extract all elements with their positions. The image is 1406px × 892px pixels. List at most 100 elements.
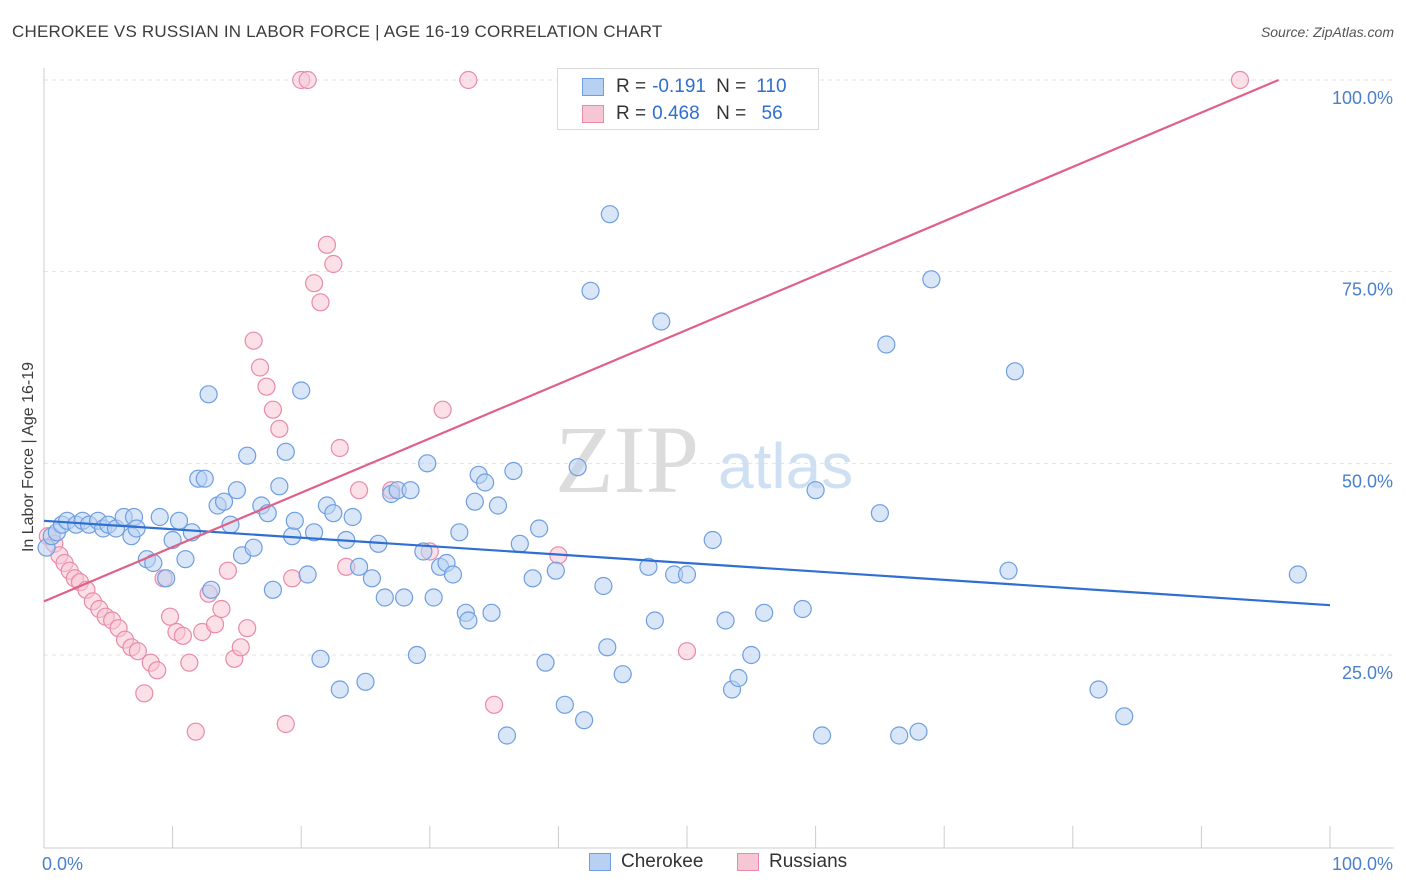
y-tick-label: 100.0% — [1332, 88, 1393, 108]
cherokee-point — [806, 481, 825, 500]
russians-point — [160, 607, 180, 626]
legend-swatch-russians — [737, 853, 759, 871]
y-tick-label: 75.0% — [1342, 280, 1393, 300]
cherokee-point — [546, 561, 565, 580]
cherokee-point — [362, 569, 382, 588]
cherokee-point — [343, 507, 362, 527]
russians-point — [317, 235, 337, 254]
cherokee-point — [729, 668, 748, 688]
legend-swatch-cherokee — [589, 853, 611, 871]
cherokee-point — [652, 312, 671, 331]
russians-point — [276, 714, 295, 734]
legend-item-cherokee[interactable]: Cherokee — [589, 851, 703, 873]
russians-point — [330, 438, 349, 458]
watermark: ZIP atlas — [555, 406, 853, 513]
russians-point — [311, 293, 330, 312]
cherokee-point — [890, 726, 909, 745]
russians-point — [349, 481, 369, 500]
russians-point — [238, 619, 257, 638]
cherokee-point — [594, 576, 613, 596]
russians-point — [148, 661, 167, 680]
cherokee-point — [497, 726, 517, 745]
russians-point — [128, 642, 147, 661]
correlation-legend: R = -0.191 N = 110 R = 0.468 N = 56 — [557, 68, 819, 130]
series-legend: Cherokee Russians — [0, 851, 1406, 877]
trend-lines — [43, 78, 1331, 607]
cherokee-point — [523, 569, 542, 588]
cherokee-point — [285, 511, 304, 530]
russians-point — [212, 599, 231, 619]
legend-r-label: R = — [616, 76, 647, 97]
legend-item-russians[interactable]: Russians — [737, 851, 847, 873]
cherokee-point — [244, 538, 263, 557]
cherokee-point — [401, 481, 420, 500]
russians-point — [304, 274, 324, 293]
legend-row-russians: R = 0.468 N = 56 — [582, 101, 783, 127]
y-tick-labels: 100.0% 75.0% 50.0% 25.0% — [1332, 88, 1393, 683]
legend-swatch-russians — [582, 105, 604, 123]
cherokee-point — [394, 588, 414, 607]
cherokee-point — [1115, 707, 1134, 726]
russians-trend-line — [43, 78, 1279, 603]
cherokee-point — [195, 469, 214, 488]
cherokee-point — [418, 454, 437, 473]
cherokee-point — [555, 695, 574, 714]
cherokee-point — [568, 458, 587, 477]
cherokee-point — [999, 561, 1018, 580]
cherokee-point — [575, 711, 594, 730]
cherokee-point — [600, 205, 619, 224]
cherokee-point — [298, 565, 317, 584]
cherokee-point — [716, 611, 735, 630]
legend-n-value: 110 — [756, 76, 787, 97]
russians-point — [135, 684, 154, 703]
russians-points — [38, 70, 1250, 741]
russians-point — [459, 70, 478, 90]
legend-r-value: -0.191 — [652, 76, 706, 97]
gridlines — [44, 79, 1394, 656]
russians-point — [244, 331, 263, 350]
cherokee-point — [742, 645, 761, 665]
cherokee-point — [176, 550, 195, 569]
cherokee-point — [292, 381, 311, 400]
legend-r-value: 0.468 — [652, 103, 700, 124]
legend-swatch-cherokee — [582, 78, 604, 96]
cherokee-point — [536, 653, 555, 672]
russians-point — [263, 400, 283, 419]
cherokee-point — [238, 446, 257, 465]
source-label: Source: ZipAtlas.com — [1260, 24, 1394, 40]
cherokee-point — [613, 665, 632, 684]
russians-point — [1230, 70, 1250, 90]
russians-point — [257, 377, 276, 396]
russians-point — [173, 626, 192, 645]
russians-point — [298, 70, 317, 90]
x-tick-labels: 0.0% 100.0% — [42, 854, 1393, 874]
cherokee-point — [1288, 565, 1307, 584]
cherokee-point — [270, 477, 289, 496]
cherokee-point — [475, 473, 495, 492]
cherokee-point — [510, 534, 529, 553]
cherokee-point — [450, 523, 469, 542]
x-tick-label: 100.0% — [1332, 854, 1393, 874]
cherokee-point — [407, 645, 427, 665]
cherokee-point — [645, 611, 664, 630]
cherokee-point — [214, 492, 234, 511]
cherokee-point — [356, 672, 375, 691]
cherokee-trend-line — [43, 519, 1331, 607]
cherokee-point — [311, 649, 330, 668]
cherokee-point — [581, 281, 600, 300]
russians-point — [677, 642, 697, 661]
cherokee-point — [530, 519, 549, 538]
y-tick-label: 50.0% — [1342, 471, 1393, 491]
russians-point — [283, 569, 302, 588]
legend-n-value: 56 — [756, 103, 783, 124]
x-tick-label: 0.0% — [42, 854, 83, 874]
cherokee-point — [677, 565, 697, 584]
cherokee-point — [465, 492, 484, 511]
legend-label-cherokee: Cherokee — [621, 851, 704, 872]
legend-r-label: R = — [616, 103, 647, 124]
cherokee-point — [157, 569, 176, 588]
cherokee-point — [199, 385, 218, 404]
cherokee-point — [276, 442, 295, 461]
russians-point — [218, 561, 237, 580]
legend-row-cherokee: R = -0.191 N = 110 — [582, 74, 787, 100]
